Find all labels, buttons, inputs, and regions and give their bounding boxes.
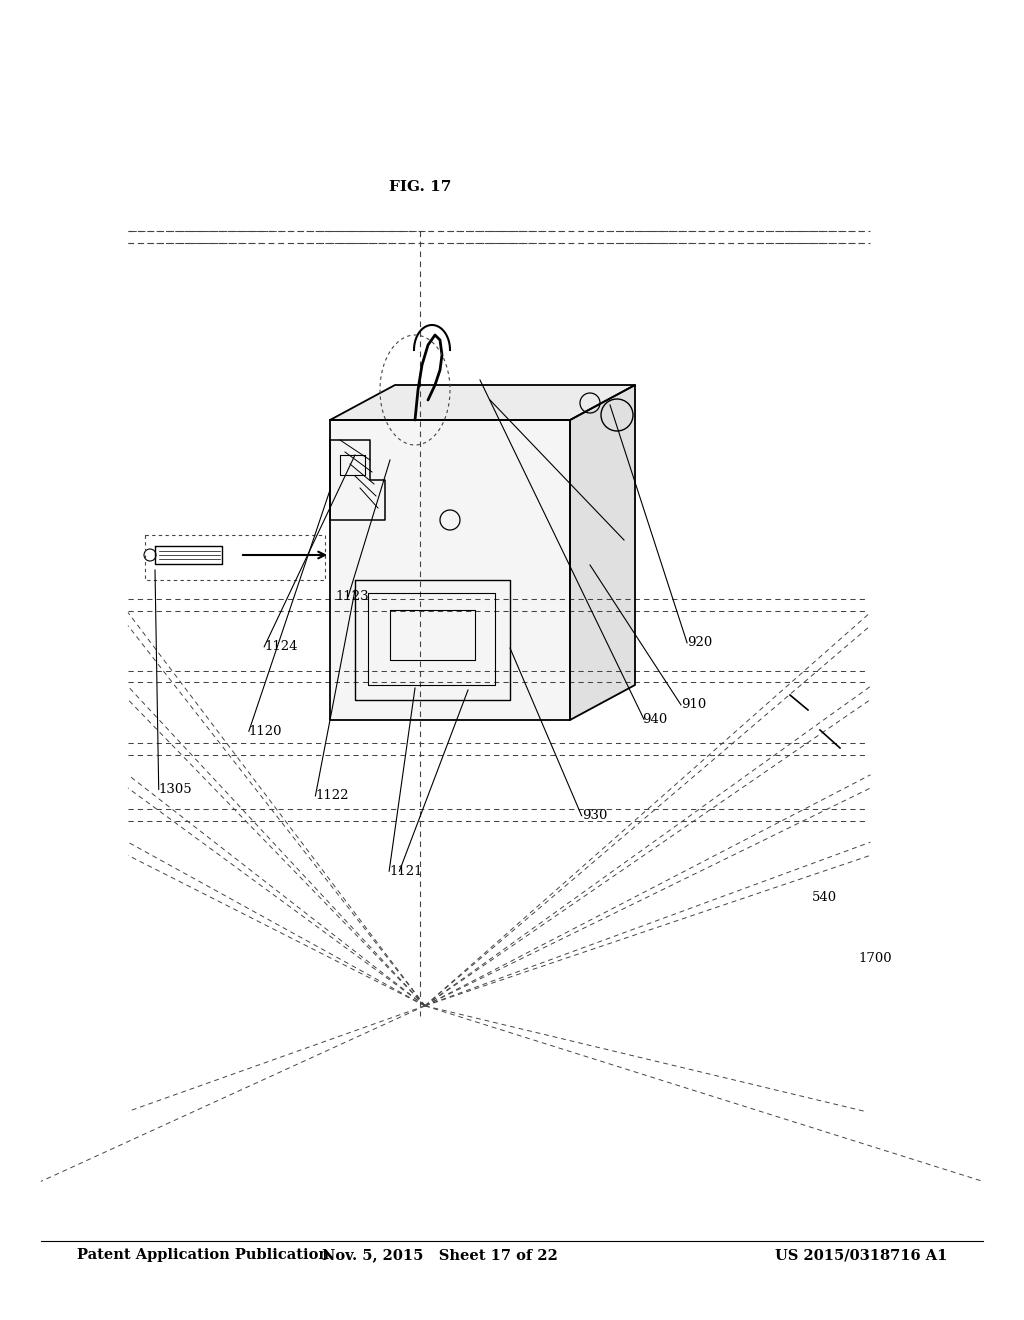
Text: 1120: 1120 xyxy=(249,725,283,738)
Text: 1121: 1121 xyxy=(389,865,423,878)
Text: 1305: 1305 xyxy=(159,783,193,796)
Text: 910: 910 xyxy=(681,698,707,711)
Text: FIG. 17: FIG. 17 xyxy=(389,181,451,194)
Polygon shape xyxy=(330,385,635,420)
Text: 930: 930 xyxy=(582,809,607,822)
Text: 920: 920 xyxy=(687,636,713,649)
Polygon shape xyxy=(330,420,570,719)
Text: 1700: 1700 xyxy=(858,952,892,965)
Text: Patent Application Publication: Patent Application Publication xyxy=(77,1249,329,1262)
Text: US 2015/0318716 A1: US 2015/0318716 A1 xyxy=(775,1249,947,1262)
Text: 1123: 1123 xyxy=(336,590,370,603)
Text: 1124: 1124 xyxy=(264,640,298,653)
Text: 540: 540 xyxy=(812,891,838,904)
Text: 940: 940 xyxy=(642,713,668,726)
Text: Nov. 5, 2015   Sheet 17 of 22: Nov. 5, 2015 Sheet 17 of 22 xyxy=(323,1249,558,1262)
Polygon shape xyxy=(570,385,635,719)
Text: 1122: 1122 xyxy=(315,789,349,803)
